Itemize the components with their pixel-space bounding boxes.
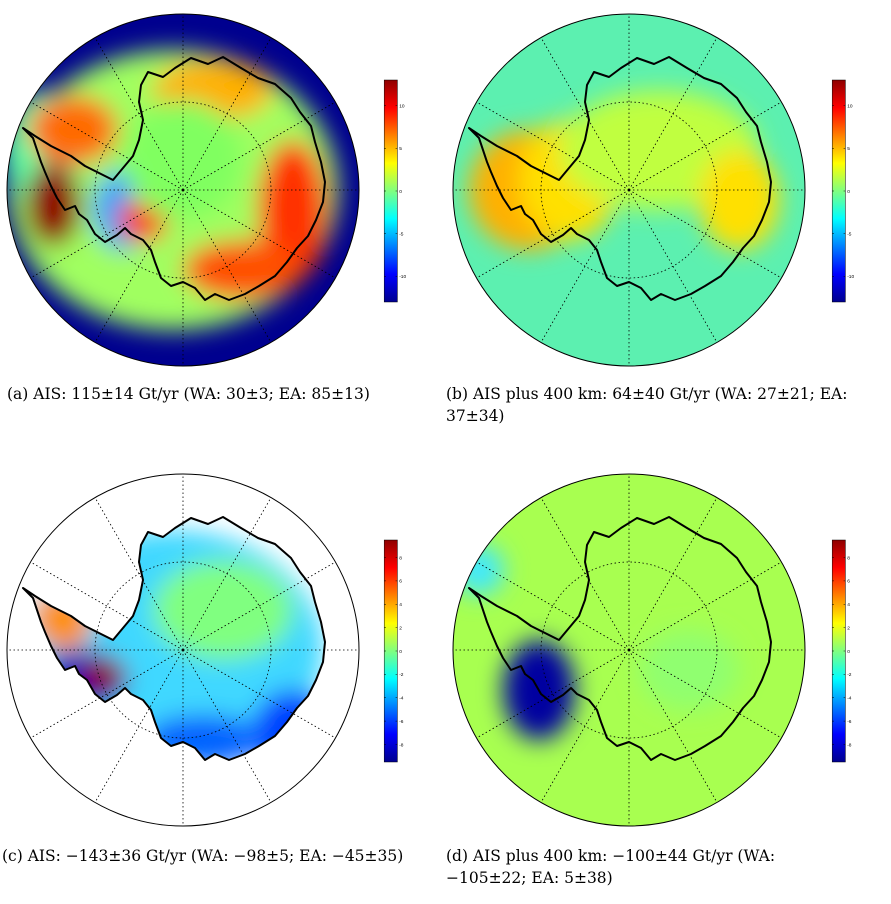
antarctica-mass-map-a xyxy=(6,13,360,367)
colorbar-tick-label: 10 xyxy=(847,103,853,109)
colorbar-gradient xyxy=(383,79,398,303)
colorbar-tick-label: 2 xyxy=(847,625,850,631)
colorbar-tick-label: -2 xyxy=(847,672,852,678)
graticule xyxy=(7,14,359,366)
antarctica-mass-map-c xyxy=(6,473,360,827)
colorbar-tick-label: -10 xyxy=(399,274,406,280)
peninsula-cool xyxy=(454,545,504,595)
caption-a-line-1: (a) AIS: 115±14 Gt/yr (WA: 30±3; EA: 85±… xyxy=(7,385,370,403)
colorbar-tick-label: 5 xyxy=(399,146,402,152)
colorbar-tick-label: -8 xyxy=(847,742,852,748)
colorbar-gradient xyxy=(831,79,846,303)
peninsula-warm xyxy=(28,95,118,165)
colorbar-tick-label: 2 xyxy=(399,625,402,631)
coastline xyxy=(22,516,326,761)
caption-b-line-2: 37±34) xyxy=(446,407,505,425)
wa-coast-high xyxy=(25,163,81,247)
caption-a: (a) AIS: 115±14 Gt/yr (WA: 30±3; EA: 85±… xyxy=(7,383,437,405)
colorbar-tick-label: 0 xyxy=(399,649,402,655)
caption-d: (d) AIS plus 400 km: −100±44 Gt/yr (WA: … xyxy=(446,845,886,889)
caption-c-line-1: (c) AIS: −143±36 Gt/yr (WA: −98±5; EA: −… xyxy=(2,847,404,865)
caption-d-line-1: (d) AIS plus 400 km: −100±44 Gt/yr (WA: xyxy=(446,847,776,865)
coastline xyxy=(468,56,772,301)
east-coast-warm xyxy=(183,240,303,300)
colorbar-tick-label: 0 xyxy=(847,649,850,655)
colorbar-tick-label: -6 xyxy=(399,719,404,725)
colorbar-tick-label: -2 xyxy=(399,672,404,678)
colorbar-a: 10 5 0 -5 -10 xyxy=(383,79,406,303)
map-frame xyxy=(452,473,806,827)
interior xyxy=(639,630,739,710)
map-frame xyxy=(6,473,360,827)
colorbar-tick-label: 0 xyxy=(847,189,850,195)
colorbar-tick-label: 6 xyxy=(847,579,850,585)
caption-c: (c) AIS: −143±36 Gt/yr (WA: −98±5; EA: −… xyxy=(2,845,442,867)
antarctica-mass-map-b xyxy=(452,13,806,367)
caption-b: (b) AIS plus 400 km: 64±40 Gt/yr (WA: 27… xyxy=(446,383,886,427)
colorbar-tick-label: 10 xyxy=(399,103,405,109)
colorbar-tick-label: 4 xyxy=(847,602,850,608)
antarctica-mass-map-d xyxy=(452,473,806,827)
map-frame xyxy=(6,13,360,367)
colorbar-tick-label: -5 xyxy=(847,231,852,237)
colorbar-gradient xyxy=(383,539,398,763)
colorbar-tick-label: 4 xyxy=(399,602,402,608)
colorbar-tick-label: -5 xyxy=(399,231,404,237)
interior xyxy=(153,560,293,660)
caption-b-line-1: (b) AIS plus 400 km: 64±40 Gt/yr (WA: 27… xyxy=(446,385,848,403)
colorbar-gradient xyxy=(831,539,846,763)
thwaites-high xyxy=(81,657,125,693)
colorbar-b: 10 5 0 -5 -10 xyxy=(831,79,854,303)
colorbar-tick-label: -8 xyxy=(399,742,404,748)
map-frame xyxy=(452,13,806,367)
colorbar-c: 8 6 4 2 0 -2 -4 -6 -8 xyxy=(383,539,404,763)
interior xyxy=(123,100,243,220)
coastline xyxy=(468,516,772,761)
colorbar-tick-label: 8 xyxy=(399,555,402,561)
caption-d-line-2: −105±22; EA: 5±38) xyxy=(446,869,613,887)
coastline xyxy=(22,56,326,301)
colorbar-tick-label: 6 xyxy=(399,579,402,585)
colorbar-tick-label: -4 xyxy=(847,696,852,702)
colorbar-tick-label: 5 xyxy=(847,146,850,152)
colorbar-tick-label: -4 xyxy=(399,696,404,702)
colorbar-tick-label: 8 xyxy=(847,555,850,561)
colorbar-tick-label: -6 xyxy=(847,719,852,725)
colorbar-tick-label: 0 xyxy=(399,189,402,195)
colorbar-tick-label: -10 xyxy=(847,274,854,280)
colorbar-d: 8 6 4 2 0 -2 -4 -6 -8 xyxy=(831,539,852,763)
